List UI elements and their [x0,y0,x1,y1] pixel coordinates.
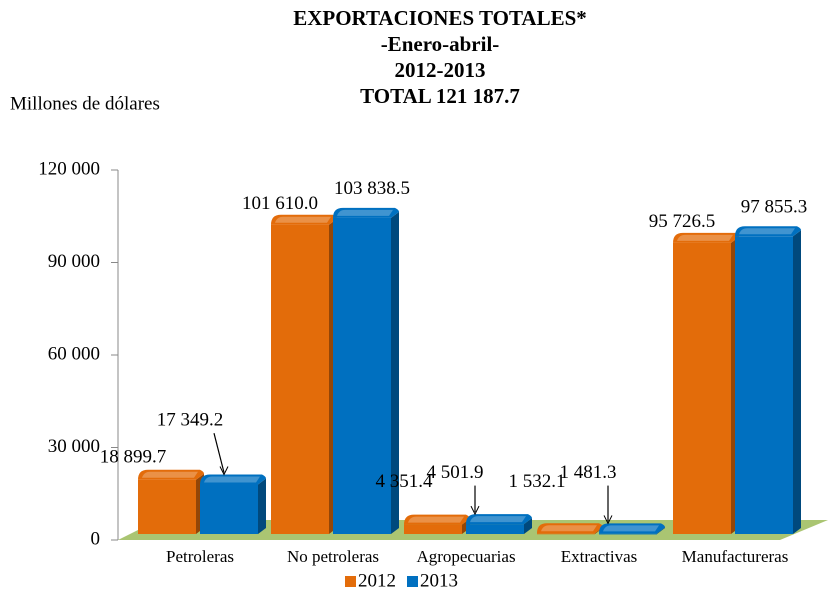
bar-face [466,514,532,525]
value-label: 18 899.7 [100,447,167,468]
chart-subtitle: -Enero-abril- [381,32,500,56]
value-label: 4 351.4 [376,471,434,492]
bar-face [275,216,331,223]
bar-face [138,469,204,480]
bar-face [735,236,793,535]
bar-face [735,226,801,237]
bar-face [673,242,731,534]
y-tick-label: 90 000 [48,251,100,272]
bar-face [537,523,603,534]
bar [537,523,603,535]
value-label: 97 855.3 [741,197,808,218]
value-label: 1 481.3 [560,462,617,483]
bar [200,474,266,534]
bar [599,523,665,535]
bar [333,207,399,534]
bar-face [657,527,665,534]
bar [735,226,801,535]
bar-face [258,478,266,534]
bar [466,514,532,534]
bar-face [404,514,470,525]
chart-subtitle: 2012-2013 [395,58,486,82]
bar-face [541,525,597,532]
arrow-head [470,505,480,516]
arrow [213,433,225,473]
value-label: 4 501.9 [427,462,484,483]
arrow-head [219,466,229,476]
bar-face [408,516,464,523]
arrow-head [603,515,613,525]
bar [673,232,739,534]
bar-face [271,224,329,534]
bar-face [673,232,739,243]
y-tick-label: 30 000 [48,436,100,457]
x-tick-label: Agropecuarias [416,547,515,566]
bar-face [333,217,391,534]
x-tick-label: Extractivas [561,547,637,566]
bar-face [204,476,260,483]
bar [138,469,204,534]
y-axis-label: Millones de dólares [10,93,160,114]
x-tick-label: Petroleras [166,547,234,566]
bar-face [200,474,266,485]
bar-face [466,524,524,534]
value-label: 95 726.5 [649,211,716,232]
bar-face [599,523,665,534]
y-tick-label: 0 [91,528,101,549]
y-tick-label: 60 000 [48,343,100,364]
chart-subtitle: TOTAL 121 187.7 [360,84,520,108]
value-label: 17 349.2 [157,410,224,431]
bar-face [739,228,795,235]
chart-title: EXPORTACIONES TOTALES* [293,6,587,30]
bar-face [142,471,198,478]
x-tick-label: No petroleras [287,547,379,566]
value-label: 101 610.0 [242,193,318,214]
bar-face [470,516,526,523]
legend-swatch [345,576,356,587]
bar-face [603,525,659,532]
bar-face [271,214,337,225]
legend-label: 2013 [420,570,458,591]
bar-face [599,533,657,535]
legend-swatch [407,576,418,587]
bar-face [200,484,258,534]
bar-face [333,207,399,218]
bar-face [138,479,196,534]
bar-face [391,211,399,534]
bar-face [524,518,532,534]
x-tick-label: Manufactureras [682,547,789,566]
bar-face [793,230,801,535]
bar-face [404,524,462,534]
bar-face [677,234,733,241]
legend-label: 2012 [358,570,396,591]
bar [404,514,470,534]
bar [271,214,337,534]
value-label: 103 838.5 [334,178,410,199]
y-tick-label: 120 000 [38,158,100,179]
value-label: 1 532.1 [509,471,566,492]
bar-face [337,209,393,216]
bar-face [537,533,595,535]
